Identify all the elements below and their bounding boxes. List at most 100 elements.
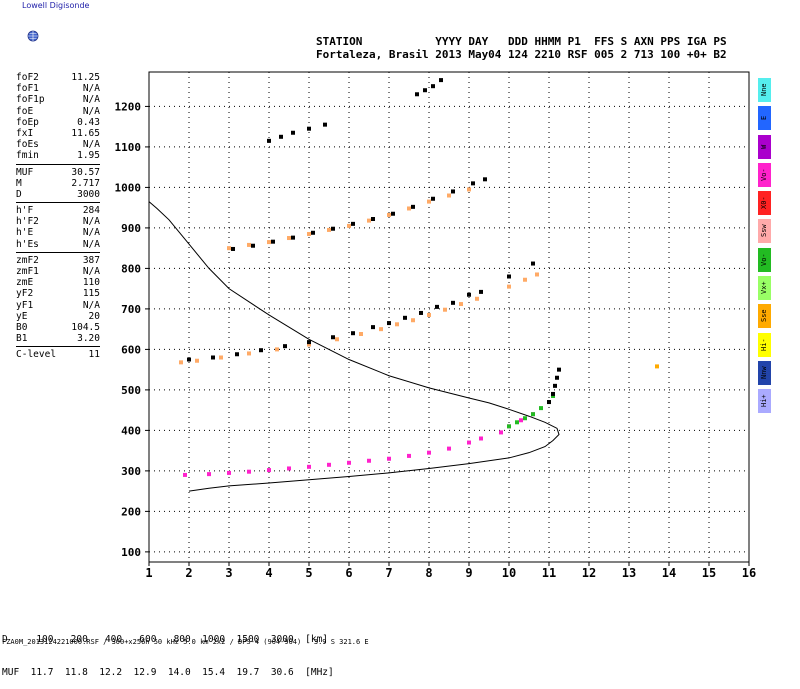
data-point: [419, 310, 423, 315]
param-value: 30.57: [71, 166, 100, 178]
param-label: M: [16, 177, 22, 189]
header-line-1: STATION YYYY DAY DDD HHMM P1 FFS S AXN P…: [316, 35, 727, 48]
data-point: [335, 337, 339, 342]
data-point: [499, 430, 503, 435]
legend-item: Ssw: [758, 219, 771, 244]
data-point: [267, 138, 271, 143]
y-tick-label: 500: [121, 384, 141, 397]
param-value: N/A: [82, 139, 100, 151]
param-label: h'E: [16, 227, 34, 239]
data-point: [387, 456, 391, 461]
param-value: N/A: [82, 83, 100, 95]
x-tick-label: 2: [185, 566, 192, 580]
data-point: [467, 187, 471, 192]
x-tick-label: 14: [662, 566, 676, 580]
data-point: [467, 440, 471, 445]
data-point: [479, 436, 483, 441]
data-point: [507, 284, 511, 289]
polarization-legend: Nne E W Vo- X0- Ssw Vo- Vx+ Sse Hi- Nnw Hi+: [758, 78, 771, 418]
param-label: B0: [16, 321, 28, 333]
data-point: [411, 318, 415, 323]
data-point: [331, 335, 335, 340]
data-point: [231, 246, 235, 251]
param-row: foEp 0.43: [16, 117, 100, 128]
y-tick-label: 700: [121, 303, 141, 316]
y-tick-label: 1000: [115, 181, 142, 194]
x-tick-label: 6: [345, 566, 352, 580]
data-point: [371, 325, 375, 330]
data-point: [267, 240, 271, 245]
data-point: [555, 375, 559, 380]
data-point: [287, 466, 291, 471]
legend-item: W: [758, 134, 771, 159]
param-value: 11: [88, 349, 100, 361]
muf-distance-table: D 100 200 400 600 800 1000 1500 3000 [km…: [2, 612, 334, 689]
plot-frame: [148, 71, 750, 563]
x-tick-label: 3: [225, 566, 232, 580]
param-row: h'F 284: [16, 205, 100, 216]
param-row: yF2 115: [16, 288, 100, 299]
param-value: N/A: [82, 105, 100, 117]
param-label: yF1: [16, 299, 34, 311]
legend-item: Vo-: [758, 247, 771, 272]
data-point: [553, 383, 557, 388]
data-point: [515, 420, 519, 425]
legend-item: Vx+: [758, 276, 771, 301]
param-label: foEp: [16, 116, 39, 128]
param-row: h'E N/A: [16, 227, 100, 238]
data-point: [307, 342, 311, 347]
param-row: M 2.717: [16, 178, 100, 189]
x-tick-label: 1: [145, 566, 152, 580]
param-separator: [16, 163, 100, 165]
data-point: [443, 307, 447, 312]
y-tick-label: 900: [121, 222, 141, 235]
data-point: [459, 302, 463, 307]
data-point: [507, 424, 511, 429]
x-tick-label: 13: [622, 566, 636, 580]
data-point: [391, 211, 395, 216]
param-label: C-level: [16, 349, 57, 361]
data-point: [379, 327, 383, 332]
param-label: zmF1: [16, 266, 39, 277]
param-label: B1: [16, 333, 28, 345]
y-tick-label: 100: [121, 546, 141, 559]
param-value: N/A: [82, 266, 100, 277]
data-point: [367, 458, 371, 463]
data-point: [471, 181, 475, 186]
param-label: h'F: [16, 205, 34, 217]
param-separator: [16, 251, 100, 253]
y-tick-label: 600: [121, 343, 141, 356]
data-point: [431, 84, 435, 89]
param-row: foF1p N/A: [16, 94, 100, 105]
legend-item: Hi-: [758, 332, 771, 357]
param-value: 284: [82, 205, 100, 217]
data-point: [483, 177, 487, 182]
param-separator: [16, 202, 100, 204]
param-row: MUF 30.57: [16, 167, 100, 178]
y-tick-label: 300: [121, 465, 141, 478]
y-tick-label: 200: [121, 505, 141, 518]
data-point: [183, 472, 187, 477]
x-tick-label: 12: [582, 566, 596, 580]
data-point: [179, 360, 183, 365]
legend-item: Hi+: [758, 389, 771, 414]
param-row: fmin 1.95: [16, 150, 100, 161]
data-point: [327, 462, 331, 467]
param-label: foF1p: [16, 94, 45, 106]
data-point: [235, 352, 239, 357]
param-row: yE 20: [16, 311, 100, 322]
data-point: [207, 472, 211, 477]
x-tick-label: 11: [542, 566, 556, 580]
data-point: [347, 223, 351, 228]
data-point: [415, 92, 419, 97]
data-point: [187, 357, 191, 362]
data-point: [251, 243, 255, 248]
param-value: 1.95: [77, 150, 100, 162]
legend-item: Nne: [758, 78, 771, 102]
data-point: [655, 364, 659, 369]
data-point: [351, 331, 355, 336]
param-label: zmF2: [16, 254, 39, 266]
param-label: h'F2: [16, 216, 39, 228]
param-row: B1 3.20: [16, 333, 100, 344]
param-row: foF2 11.25: [16, 72, 100, 83]
